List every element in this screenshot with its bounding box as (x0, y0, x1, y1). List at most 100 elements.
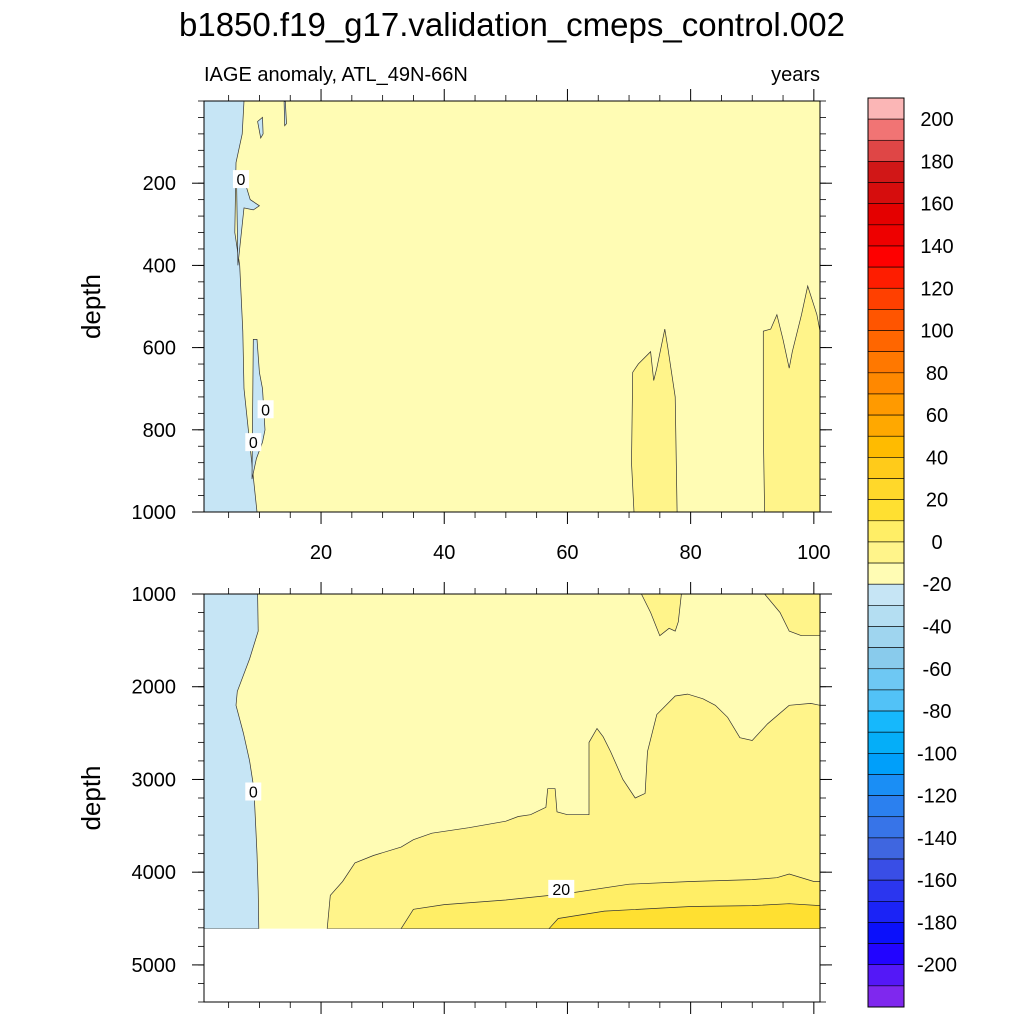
colorbar-box (867, 816, 905, 839)
colorbar-box (867, 626, 905, 648)
contour-region (626, 594, 682, 637)
y-tick-label: 800 (143, 420, 176, 442)
contour-region (326, 693, 820, 929)
y-axis-label: depth (76, 765, 106, 830)
colorbar-label: -60 (923, 659, 952, 681)
colorbar-box (867, 351, 905, 374)
colorbar-box (867, 499, 905, 522)
colorbar-box (867, 689, 905, 712)
colorbar-label: 200 (920, 109, 953, 131)
colorbar-box (867, 879, 905, 902)
colorbar-box (867, 583, 905, 606)
colorbar-box (867, 435, 905, 458)
x-tick-label: 60 (556, 542, 578, 564)
y-tick-label: 1000 (132, 502, 177, 524)
contour-label-bg (548, 879, 575, 898)
colorbar-box (867, 203, 905, 226)
colorbar-label: -100 (917, 743, 957, 765)
contour-region (204, 594, 260, 929)
contour-region (204, 101, 258, 512)
colorbar-label: -40 (923, 616, 952, 638)
colorbar-box (867, 753, 905, 775)
x-tick-label: 80 (680, 542, 702, 564)
lower-panel: 1000 2000 3000 4000 5000 depth 0 20 (76, 582, 832, 1014)
colorbar-label: 60 (926, 405, 948, 427)
y-tick-label: 1000 (132, 584, 177, 606)
colorbar-label: -120 (917, 786, 957, 808)
contour-label: 0 (249, 435, 258, 452)
y-tick-label: 5000 (132, 955, 177, 977)
colorbar-label: 160 (920, 194, 953, 216)
chart-title: b1850.f19_g17.validation_cmeps_control.0… (179, 6, 845, 43)
colorbar-box (867, 710, 905, 733)
colorbar-box (867, 372, 905, 395)
colorbar: 200180160140120100806040200-20-40-60-80-… (867, 97, 957, 1008)
colorbar-label: -160 (917, 870, 957, 892)
colorbar-box (867, 795, 905, 818)
colorbar-box (867, 182, 905, 204)
y-tick-label: 400 (143, 255, 176, 277)
colorbar-label: 100 (920, 321, 953, 343)
colorbar-label: 140 (920, 236, 953, 258)
colorbar-label: -20 (923, 574, 952, 596)
colorbar-box (867, 139, 905, 162)
colorbar-box (867, 858, 905, 881)
colorbar-box (867, 224, 905, 247)
colorbar-box (867, 605, 905, 627)
contour-label-bg (232, 170, 249, 189)
contour-label-bg (245, 433, 262, 452)
colorbar-label: 40 (926, 447, 948, 469)
y-tick-label: 3000 (132, 769, 177, 791)
colorbar-box (867, 457, 905, 479)
colorbar-label: 80 (926, 363, 948, 385)
colorbar-box (867, 731, 905, 754)
y-tick-label: 600 (143, 338, 176, 360)
colorbar-box (867, 478, 905, 500)
colorbar-box (867, 901, 905, 923)
colorbar-label: -80 (923, 701, 952, 723)
colorbar-box (867, 330, 905, 352)
colorbar-label: -200 (917, 955, 957, 977)
colorbar-label: 20 (926, 490, 948, 512)
colorbar-box (867, 774, 905, 796)
colorbar-label: -180 (917, 912, 957, 934)
contour-region (631, 329, 678, 512)
colorbar-frame (867, 97, 905, 1008)
contour-fills (204, 101, 820, 512)
y-tick-label: 2000 (132, 677, 177, 699)
colorbar-box (867, 393, 905, 416)
colorbar-box (867, 668, 905, 691)
colorbar-box (867, 287, 905, 310)
contour-label: 20 (552, 882, 570, 899)
contour-fills (204, 594, 820, 929)
contour-region (548, 903, 820, 929)
contour-region (257, 116, 264, 139)
colorbar-label: -140 (917, 828, 957, 850)
y-axis-label: depth (76, 274, 106, 339)
colorbar-label: 180 (920, 151, 953, 173)
x-tick-label: 100 (797, 542, 830, 564)
colorbar-box (867, 97, 905, 120)
colorbar-box (867, 161, 905, 183)
colorbar-box (867, 964, 905, 987)
colorbar-box (867, 245, 905, 268)
colorbar-box (867, 562, 905, 585)
colorbar-label: 120 (920, 278, 953, 300)
colorbar-label: 0 (931, 532, 942, 554)
colorbar-box (867, 647, 905, 670)
contour-region (764, 594, 820, 637)
subtitle-right: years (771, 64, 820, 86)
colorbar-box (867, 266, 905, 289)
colorbar-box (867, 922, 905, 944)
colorbar-box (867, 837, 905, 860)
colorbar-box (867, 943, 905, 966)
y-tick-label: 4000 (132, 862, 177, 884)
subtitle-left: IAGE anomaly, ATL_49N-66N (204, 64, 468, 86)
plot-frame (203, 100, 821, 513)
colorbar-box (867, 118, 905, 141)
colorbar-box (867, 414, 905, 437)
y-tick-label: 200 (143, 173, 176, 195)
contour-region (762, 284, 820, 512)
